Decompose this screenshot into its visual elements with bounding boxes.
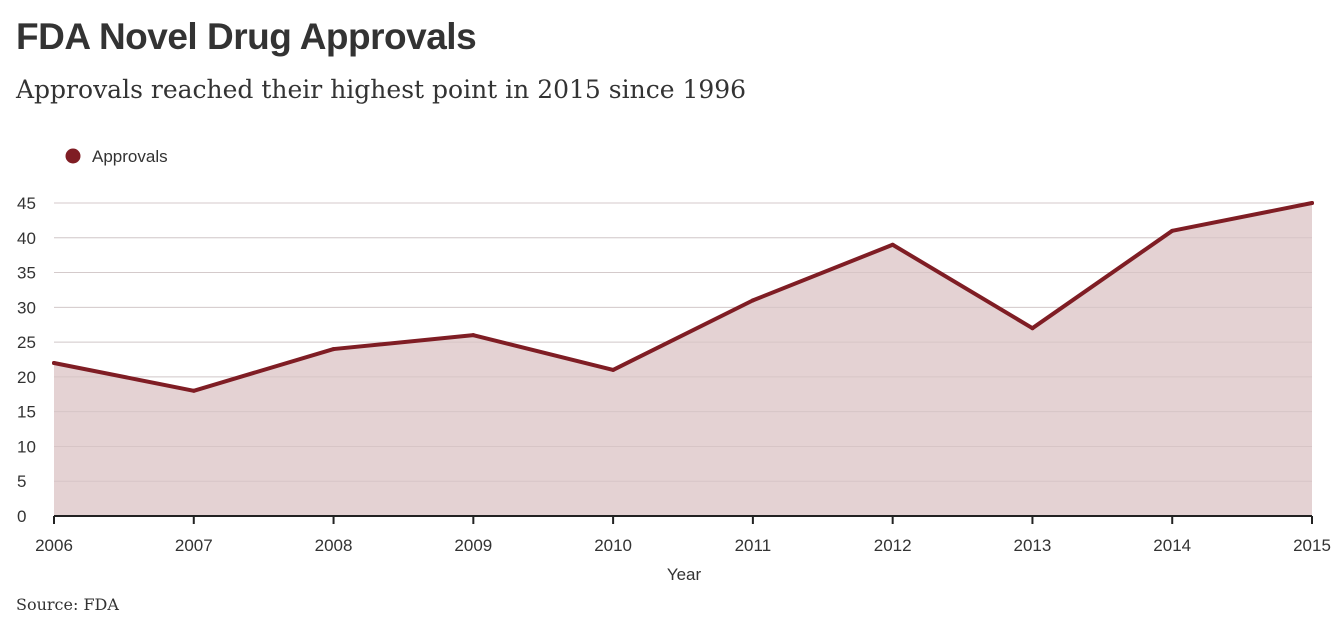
data-point-2009 xyxy=(471,333,476,338)
y-tick-label-45: 45 xyxy=(17,194,36,213)
y-tick-label-0: 0 xyxy=(17,507,26,526)
x-tick-label-2010: 2010 xyxy=(594,536,632,555)
legend-marker-approvals xyxy=(65,148,81,164)
x-tick-label-2012: 2012 xyxy=(874,536,912,555)
x-axis-title: Year xyxy=(667,565,702,584)
x-tick-label-2007: 2007 xyxy=(175,536,213,555)
data-point-2013 xyxy=(1030,326,1035,331)
data-point-2015 xyxy=(1310,201,1314,205)
y-tick-label-20: 20 xyxy=(17,368,36,387)
chart-subtitle: Approvals reached their highest point in… xyxy=(16,75,747,104)
y-tick-label-5: 5 xyxy=(17,472,26,491)
data-point-2008 xyxy=(331,347,336,352)
data-point-2006 xyxy=(52,360,56,365)
series-line-approvals xyxy=(52,201,1314,393)
data-point-2012 xyxy=(890,242,895,247)
data-point-2010 xyxy=(611,367,616,372)
data-point-2007 xyxy=(191,388,196,393)
x-tick-label-2013: 2013 xyxy=(1014,536,1052,555)
legend-label-approvals: Approvals xyxy=(92,147,168,166)
y-tick-label-30: 30 xyxy=(17,298,36,317)
x-tick-label-2009: 2009 xyxy=(454,536,492,555)
x-tick-label-2014: 2014 xyxy=(1153,536,1191,555)
series-area-approvals xyxy=(54,203,1312,516)
x-tick-label-2006: 2006 xyxy=(35,536,73,555)
x-tick-label-2015: 2015 xyxy=(1293,536,1331,555)
data-point-2011 xyxy=(750,298,755,303)
y-tick-label-25: 25 xyxy=(17,333,36,352)
y-tick-label-35: 35 xyxy=(17,264,36,283)
y-tick-label-15: 15 xyxy=(17,403,36,422)
y-tick-label-10: 10 xyxy=(17,437,36,456)
x-tick-label-2008: 2008 xyxy=(315,536,353,555)
chart-source: Source: FDA xyxy=(16,595,119,614)
chart-title: FDA Novel Drug Approvals xyxy=(16,16,477,57)
data-point-2014 xyxy=(1170,228,1175,233)
y-tick-label-40: 40 xyxy=(17,229,36,248)
x-tick-label-2011: 2011 xyxy=(735,536,772,555)
